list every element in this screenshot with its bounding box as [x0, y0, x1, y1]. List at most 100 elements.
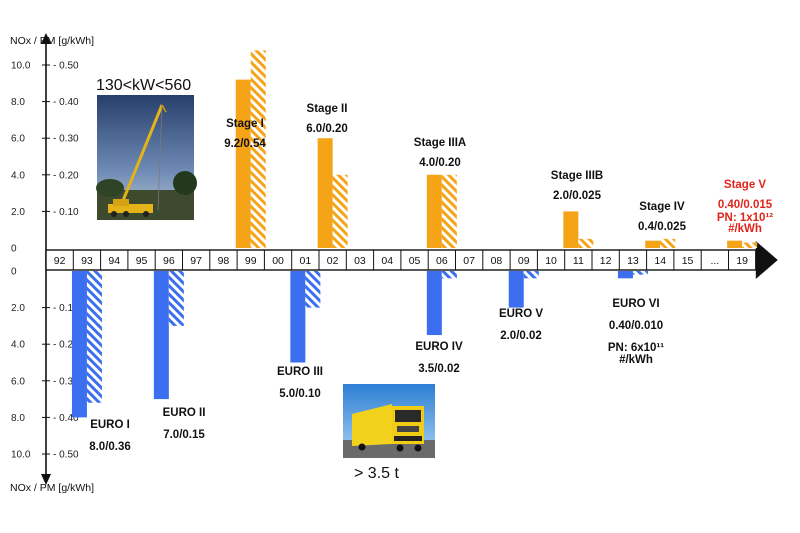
- onroad-nox-bar: [153, 271, 169, 400]
- year-tick-label: 02: [327, 255, 339, 267]
- onroad-stage-name: EURO VI: [612, 298, 659, 310]
- onroad-pm-bar: [305, 271, 321, 308]
- year-tick-label: 98: [218, 255, 230, 267]
- onroad-title: > 3.5 t: [354, 465, 399, 482]
- onroad-stage-name: EURO V: [499, 308, 543, 320]
- offroad-pm-bar: [578, 238, 594, 248]
- offroad-pm-bar: [250, 50, 266, 248]
- onroad-nox-bar: [426, 271, 442, 336]
- offroad-stage-limit: 2.0/0.025: [553, 190, 602, 202]
- onroad-stage-name: EURO I: [90, 419, 130, 431]
- year-tick-label: 03: [354, 255, 366, 267]
- onroad-stage-name: EURO IV: [415, 341, 463, 353]
- offroad-nox-bar: [563, 211, 579, 248]
- nox-tick-lower: 4.0: [11, 340, 25, 351]
- year-tick-label: 96: [163, 255, 175, 267]
- onroad-nox-bar: [508, 271, 524, 308]
- offroad-pm-bar: [441, 174, 457, 248]
- y-ticks: 10.0 10.0 8.0 8.0 6.0 6.0 4.0 4.0 2.0 2.0 0 0 - 0.50…: [11, 61, 79, 461]
- year-tick-label: 05: [409, 255, 421, 267]
- year-tick-label: 13: [627, 255, 639, 267]
- y-axis-label-bottom: NOx / PM [g/kWh]: [10, 482, 94, 494]
- onroad-stage-limit: 0.40/0.010: [609, 320, 663, 332]
- nox-tick-lower: 10.0: [11, 450, 31, 461]
- truck-photo: [343, 384, 435, 458]
- offroad-nox-bar: [727, 240, 743, 248]
- year-tick-label: 99: [245, 255, 257, 267]
- onroad-nox-bar: [290, 271, 306, 363]
- pm-tick-lower: - 0.40: [53, 413, 79, 424]
- nox-tick-upper: 4.0: [11, 170, 25, 181]
- offroad-nox-bar: [426, 174, 442, 248]
- onroad-stage-name: EURO II: [163, 407, 206, 419]
- year-tick-label: 12: [600, 255, 612, 267]
- year-tick-label: 01: [300, 255, 312, 267]
- offroad-stage-extra: PN: 1x10¹²: [717, 212, 773, 224]
- pm-tick-upper: - 0.40: [53, 97, 79, 108]
- offroad-stage-limit: 6.0/0.20: [306, 123, 348, 135]
- pm-tick-upper: - 0.30: [53, 134, 79, 145]
- year-tick-label: 14: [654, 255, 666, 267]
- pm-tick-lower: - 0.30: [53, 376, 79, 387]
- onroad-pm-bar: [523, 271, 539, 279]
- pm-tick-upper: - 0.20: [53, 170, 79, 181]
- offroad-stage-name: Stage IV: [639, 201, 685, 213]
- year-axis: 92 93 94 95 96 97 98 99 00 01 02 03 04 05 06 07 08 09 10 11…: [45, 241, 778, 279]
- pm-tick-upper: - 0.50: [53, 61, 79, 72]
- onroad-stage-limit: 3.5/0.02: [418, 363, 460, 375]
- onroad-stage-extra: #/kWh: [619, 354, 653, 366]
- pm-tick-upper: - 0.10: [53, 207, 79, 218]
- year-tick-label: 07: [463, 255, 475, 267]
- onroad-stage-limit: 2.0/0.02: [500, 330, 542, 342]
- offroad-stage-name: Stage II: [307, 103, 348, 115]
- offroad-stage-limit: 4.0/0.20: [419, 157, 461, 169]
- pm-tick-lower: - 0.20: [53, 340, 79, 351]
- year-tick-label: 08: [491, 255, 503, 267]
- axis-arrow: [755, 241, 778, 279]
- nox-tick-upper: 10.0: [11, 61, 31, 72]
- year-tick-label: 97: [190, 255, 202, 267]
- nox-tick-lower: 6.0: [11, 376, 25, 387]
- y-axis: NOx / PM [g/kWh] NOx / PM [g/kWh] 10.010…: [10, 33, 94, 494]
- nox-tick-upper: 0: [11, 244, 17, 255]
- pm-tick-lower: - 0.10: [53, 303, 79, 314]
- year-tick-label: 15: [682, 255, 694, 267]
- nox-tick-upper: 8.0: [11, 97, 25, 108]
- year-tick-label: 94: [108, 255, 120, 267]
- onroad-stage-limit: 5.0/0.10: [279, 388, 321, 400]
- onroad-stage-limit: 8.0/0.36: [89, 441, 131, 453]
- offroad-stage-name: Stage IIIA: [414, 137, 466, 149]
- offroad-title: 130<kW<560: [96, 77, 191, 94]
- offroad-nox-bar: [235, 79, 251, 248]
- year-tick-label: 19: [736, 255, 748, 267]
- offroad-pm-bar: [332, 174, 348, 248]
- offroad-stage-limit: 0.40/0.015: [718, 199, 773, 211]
- offroad-pm-bar: [742, 242, 758, 248]
- onroad-stage-limit: 7.0/0.15: [163, 429, 205, 441]
- bars: [71, 50, 758, 418]
- offroad-stage-extra: #/kWh: [728, 223, 762, 235]
- offroad-stage-limit: 0.4/0.025: [638, 221, 687, 233]
- offroad-nox-bar: [317, 138, 333, 248]
- nox-tick-lower: 2.0: [11, 303, 25, 314]
- offroad-stage-name: Stage I: [226, 118, 264, 130]
- year-tick-label: 95: [136, 255, 148, 267]
- offroad-stage-name: Stage IIIB: [551, 170, 603, 182]
- offroad-nox-bar: [645, 240, 661, 248]
- onroad-stage-name: EURO III: [277, 366, 323, 378]
- nox-tick-upper: 2.0: [11, 207, 25, 218]
- onroad-pm-bar: [441, 271, 457, 279]
- year-tick-label: 06: [436, 255, 448, 267]
- year-tick-label: ...: [710, 255, 719, 267]
- onroad-stage-extra: PN: 6x10¹¹: [608, 342, 664, 354]
- pm-tick-lower: - 0.50: [53, 450, 79, 461]
- offroad-stage-limit: 9.2/0.54: [224, 138, 266, 150]
- year-tick-label: 93: [81, 255, 93, 267]
- onroad-nox-bar: [71, 271, 87, 418]
- year-tick-label: 10: [545, 255, 557, 267]
- year-tick-label: 09: [518, 255, 530, 267]
- onroad-pm-bar: [168, 271, 184, 326]
- year-tick-label: 04: [381, 255, 393, 267]
- nox-tick-lower: 0: [11, 267, 17, 278]
